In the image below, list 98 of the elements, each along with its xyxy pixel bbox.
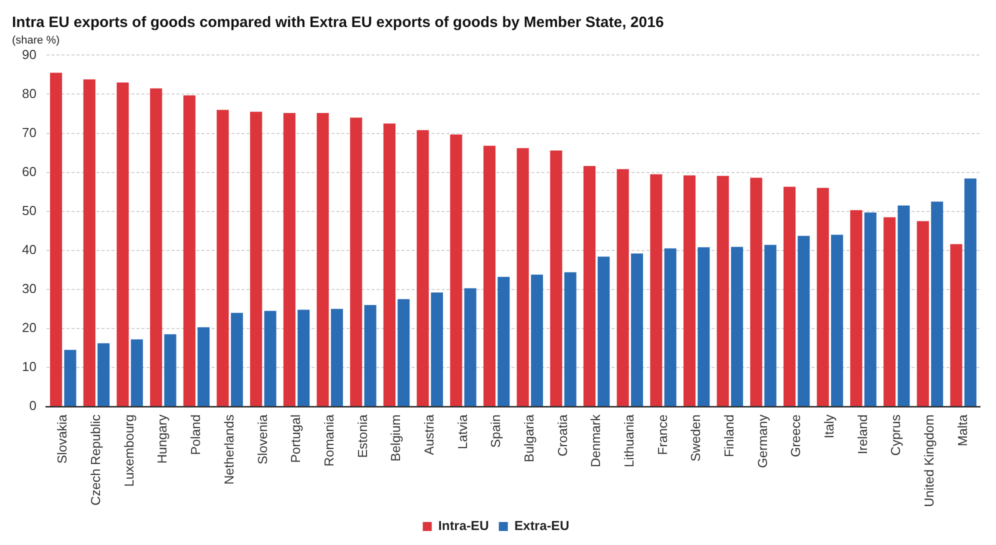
bar	[83, 79, 96, 406]
bar	[530, 274, 544, 406]
bar	[130, 339, 143, 406]
x-tick-label: Croatia	[554, 414, 570, 456]
y-tick-label: 70	[22, 124, 36, 140]
x-tick-label: Latvia	[454, 414, 470, 450]
legend-label: Intra-EU	[438, 518, 489, 534]
y-tick-label: 80	[22, 86, 36, 101]
x-tick-label: Spain	[488, 414, 504, 448]
bar	[716, 176, 729, 406]
y-tick-label: 10	[22, 359, 36, 374]
bar	[183, 95, 196, 406]
x-tick-label: Hungary	[154, 414, 170, 464]
x-tick-label: Netherlands	[221, 414, 236, 485]
x-tick-label: France	[654, 414, 670, 455]
bar	[264, 310, 276, 406]
x-tick-label: Czech Republic	[88, 414, 104, 506]
x-tick-label: Luxembourg	[121, 414, 136, 487]
bar	[650, 174, 662, 406]
y-tick-label: 90	[22, 46, 36, 62]
y-tick-label: 0	[29, 398, 36, 414]
bar	[350, 118, 362, 406]
bar	[898, 205, 910, 406]
bar	[630, 253, 644, 406]
legend-label: Extra-EU	[514, 518, 570, 534]
bar	[698, 247, 710, 406]
x-tick-label: Lithuania	[622, 414, 636, 468]
bar	[316, 112, 329, 406]
y-tick-label: 20	[22, 320, 36, 336]
bar	[816, 188, 829, 406]
bar	[64, 350, 76, 406]
y-tick-label: 50	[22, 202, 36, 218]
x-tick-label: Malta	[954, 414, 970, 446]
bar	[250, 112, 262, 406]
x-tick-label: Slovakia	[54, 414, 70, 464]
x-tick-label: Denmark	[588, 414, 604, 468]
chart-title: Intra EU exports of goods compared with Extra EU exports of goods by Member State, 2016	[12, 14, 664, 32]
x-tick-label: Romania	[321, 414, 336, 467]
bar	[216, 110, 229, 406]
bar	[416, 130, 429, 406]
bar	[364, 305, 376, 406]
bar	[750, 178, 762, 406]
bar	[330, 308, 343, 406]
bar	[50, 72, 62, 406]
bar	[464, 288, 476, 406]
bar	[731, 246, 744, 406]
bar	[164, 334, 176, 406]
bar	[398, 299, 410, 406]
x-tick-label: Belgium	[388, 414, 404, 462]
x-tick-label: Slovenia	[254, 414, 270, 464]
bar	[784, 186, 796, 406]
bar	[884, 217, 896, 406]
bar	[383, 124, 396, 406]
x-tick-label: Finland	[722, 414, 737, 458]
x-tick-label: Germany	[754, 414, 770, 468]
bar	[850, 210, 862, 406]
y-tick-label: 30	[22, 280, 36, 296]
bar	[564, 272, 576, 406]
bar	[931, 202, 944, 406]
bar	[683, 175, 696, 406]
bar	[298, 310, 310, 406]
bar	[230, 312, 243, 406]
bar	[864, 212, 876, 406]
bar	[516, 148, 529, 406]
bar	[916, 221, 929, 406]
bar	[450, 134, 462, 406]
bar	[198, 327, 210, 406]
chart-subtitle: (share %)	[12, 34, 60, 47]
bar	[98, 343, 110, 406]
x-tick-label: Bulgaria	[521, 414, 536, 462]
bar	[764, 244, 776, 406]
bar	[831, 234, 844, 406]
x-tick-label: Sweden	[688, 414, 704, 462]
x-tick-label: Poland	[188, 414, 204, 455]
bar	[950, 244, 962, 406]
x-tick-label: Ireland	[854, 414, 870, 454]
bar	[498, 276, 510, 406]
y-tick-label: 40	[22, 242, 36, 257]
bar	[964, 178, 976, 406]
x-tick-label: Greece	[788, 414, 804, 458]
bar	[430, 292, 443, 406]
x-tick-label: Portugal	[288, 414, 304, 463]
bar	[598, 256, 610, 406]
bar	[550, 150, 562, 406]
bar	[798, 236, 810, 406]
bar	[583, 166, 596, 406]
bar	[483, 146, 496, 406]
bar	[150, 88, 162, 406]
bar	[116, 82, 129, 406]
bar	[616, 169, 629, 406]
x-tick-label: Austria	[421, 414, 436, 455]
x-tick-label: United Kingdom	[922, 414, 937, 507]
bar	[664, 248, 676, 406]
x-tick-label: Cyprus	[888, 414, 904, 456]
bar	[283, 112, 296, 406]
x-tick-label: Italy	[822, 414, 837, 438]
y-tick-label: 60	[22, 164, 36, 179]
x-tick-label: Estonia	[354, 414, 370, 458]
